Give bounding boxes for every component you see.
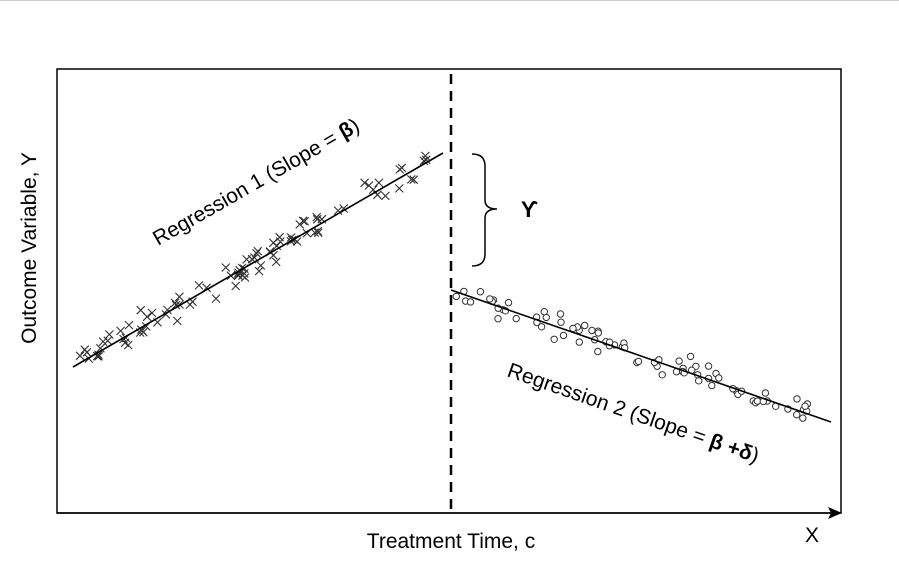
x-marker [268,238,278,248]
x-marker [394,184,404,193]
x-marker [123,340,133,350]
circle-marker [559,331,568,340]
circle-marker [675,357,683,365]
circle-marker [594,329,602,337]
x-marker [116,326,125,336]
circle-marker [634,357,643,366]
x-marker [171,300,181,310]
circle-marker [476,288,485,296]
x-marker [136,325,146,334]
circle-marker [715,374,723,382]
x-marker [275,237,285,246]
x-marker [75,351,85,361]
circle-marker [793,395,801,403]
x-marker [421,155,431,165]
x-marker [211,294,221,303]
circle-marker [504,298,513,307]
x-marker [163,305,172,315]
x-marker [175,292,184,302]
x-marker [313,226,323,236]
circle-marker [704,362,713,370]
circle-marker [708,381,716,390]
regression-1-line [72,152,444,368]
circle-marker [452,292,460,301]
circle-marker [556,310,565,318]
x-marker [194,281,204,290]
circle-marker [486,295,494,303]
x-axis-arrowhead [828,507,842,519]
x-marker [360,178,369,188]
circle-marker [761,389,770,397]
circle-marker [793,411,801,419]
right-scatter-points [452,287,812,422]
circle-marker [466,298,475,306]
circle-marker [799,414,807,422]
x-marker [395,165,405,174]
x-axis-title: Treatment Time, c [367,530,535,553]
circle-marker [581,321,589,330]
x-marker [80,345,90,355]
x-marker [298,216,308,226]
circle-marker [588,326,596,335]
circle-marker [537,323,546,331]
x-marker [142,312,152,322]
x-marker [105,330,114,339]
x-marker [381,191,390,201]
circle-marker [512,314,520,323]
x-axis-end-label: X [805,524,819,547]
x-marker [256,261,266,270]
circle-marker [540,308,548,316]
x-marker [240,273,250,282]
x-marker [409,175,419,185]
regression-2-line [450,289,832,423]
x-marker [103,336,113,346]
x-marker [312,214,322,224]
circle-marker [550,335,558,343]
window-top-border [0,0,899,1]
circle-marker [658,371,666,379]
x-marker [253,246,263,256]
circle-marker [594,347,602,356]
regression-2-slope-symbol: β +δ [707,429,756,465]
circle-marker [686,352,695,361]
jump-symbol: ϒ [521,197,538,222]
x-marker [147,308,157,318]
x-marker [242,255,251,264]
x-marker [96,343,105,353]
x-marker [252,248,261,258]
x-marker [271,257,281,267]
circle-marker [575,338,583,346]
x-marker [313,228,323,238]
x-marker [310,228,320,237]
x-marker [374,178,384,188]
regression-2-label: Regression 2 (Slope = β +δ) [504,359,762,468]
x-marker [124,320,134,330]
circle-marker [494,315,502,323]
circle-marker [695,377,703,385]
x-marker [406,175,416,184]
jump-brace [471,153,498,267]
x-marker [231,281,241,291]
circle-marker [557,318,565,326]
x-marker [254,266,264,276]
y-axis-title: Outcome Variable, Y [18,152,41,344]
x-marker [419,156,429,166]
x-marker [94,350,103,359]
x-marker [333,206,343,215]
x-marker [221,263,231,272]
x-marker [172,316,182,326]
x-marker [312,212,322,222]
regression-1-label: Regression 1 (Slope = β) [149,114,364,250]
circle-marker [801,402,809,410]
circle-marker [569,324,577,333]
x-marker [300,216,309,226]
